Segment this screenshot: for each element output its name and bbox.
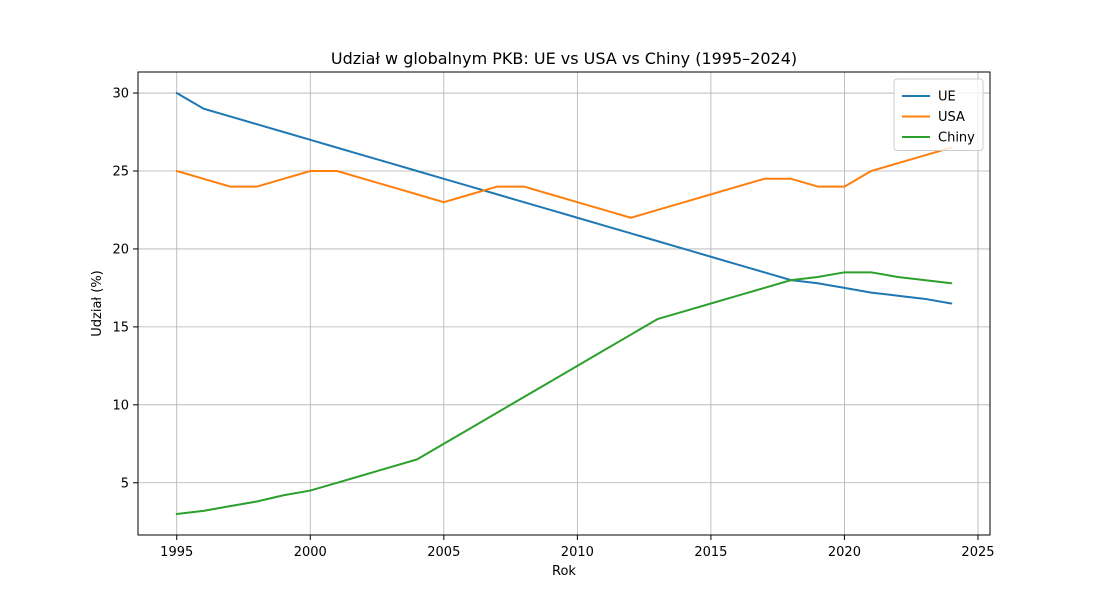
series-line-usa [175,146,953,219]
x-tick-label: 2015 [694,545,727,560]
legend: UE USA Chiny [893,78,984,151]
plot-area-frame [137,71,991,536]
y-tick-label: 30 [112,87,129,102]
y-tick-label: 15 [112,320,129,335]
x-axis-label: Rok [552,564,576,579]
legend-label-usa: USA [938,110,965,125]
y-tick-label: 5 [121,476,129,491]
grid [138,72,990,535]
series-line-chiny [175,271,953,515]
y-tick-label: 10 [112,398,129,413]
x-tick-label: 1995 [160,545,193,560]
y-tick-label: 20 [112,242,129,257]
series-lines [175,92,953,515]
chart-title: Udział w globalnym PKB: UE vs USA vs Chi… [331,49,797,68]
x-tick-label: 2010 [561,545,594,560]
legend-label-chiny: Chiny [938,131,975,146]
x-tick-label: 2000 [294,545,327,560]
y-axis-label: Udział (%) [90,270,105,337]
y-tick-label: 25 [112,164,129,179]
x-tick-label: 2005 [427,545,460,560]
x-tick-label: 2025 [961,545,994,560]
legend-label-ue: UE [938,90,956,105]
series-line-ue [175,92,953,305]
x-tick-label: 2020 [828,545,861,560]
